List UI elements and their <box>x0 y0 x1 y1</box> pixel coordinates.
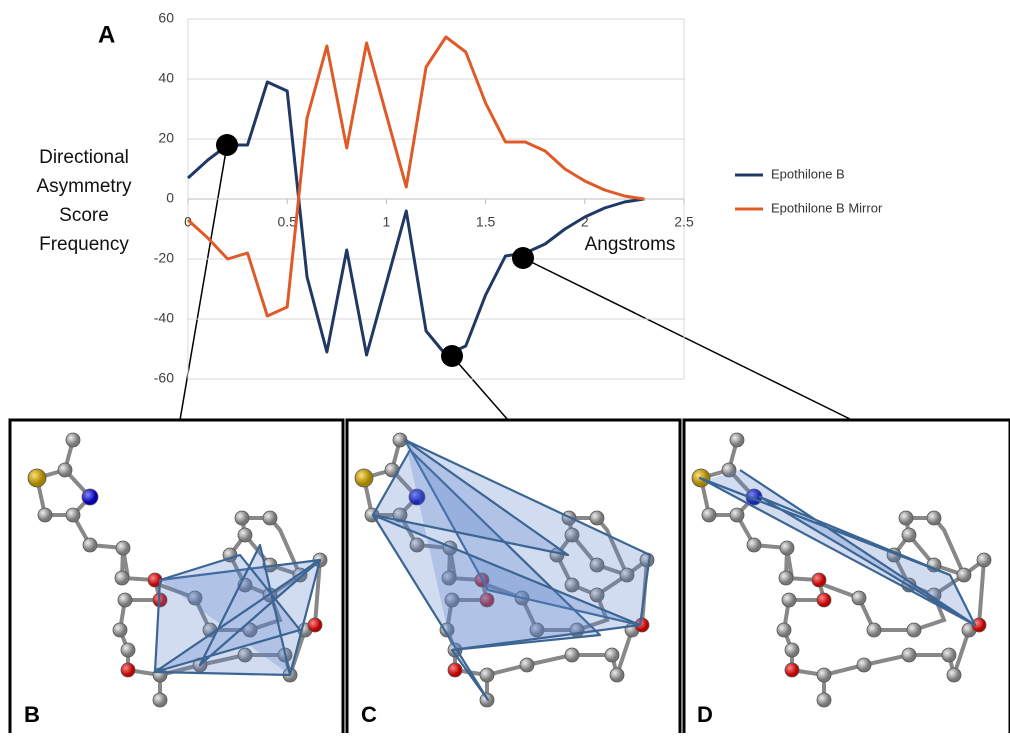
y-tick-label: -40 <box>154 310 174 326</box>
y-axis-label: Directional <box>39 147 129 168</box>
highlight-dots <box>216 134 534 367</box>
y-axis-label: Asymmetry <box>37 176 133 197</box>
panel-label: B <box>24 702 40 727</box>
panel-label: A <box>98 21 115 48</box>
panel-label: D <box>697 702 713 727</box>
panel-label: C <box>361 702 377 727</box>
figure: 6040200-20-40-6000.511.522.5Epothilone B… <box>0 0 1010 733</box>
y-tick-label: 60 <box>158 10 174 26</box>
connector <box>452 356 508 420</box>
y-axis-label: Score <box>59 205 109 226</box>
highlight-dot <box>441 345 463 367</box>
connector <box>523 258 852 420</box>
panel-c: C <box>347 420 680 733</box>
legend-label: Epothilone B Mirror <box>771 200 883 215</box>
y-tick-label: 20 <box>158 130 174 146</box>
y-tick-label: -20 <box>154 250 174 266</box>
y-tick-label: 40 <box>158 70 174 86</box>
y-axis-label: Frequency <box>39 234 129 255</box>
y-tick-label: 0 <box>166 190 174 206</box>
legend-label: Epothilone B <box>771 166 845 181</box>
x-tick-label: 1 <box>383 214 391 230</box>
panel-b: B <box>10 420 343 733</box>
x-tick-label: 1.5 <box>476 214 496 230</box>
panel-d: D <box>684 420 1010 733</box>
highlight-dot <box>216 134 238 156</box>
x-tick-label: 2.5 <box>674 214 694 230</box>
x-axis-label: Angstroms <box>585 234 676 255</box>
highlight-dot <box>512 247 534 269</box>
y-tick-label: -60 <box>154 370 174 386</box>
